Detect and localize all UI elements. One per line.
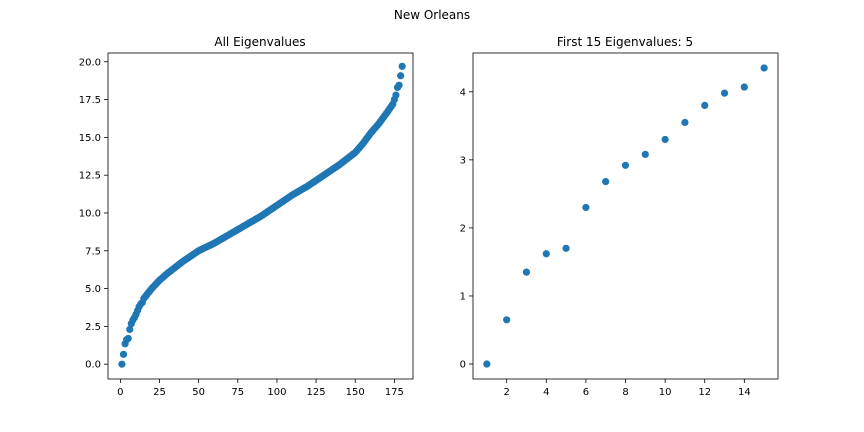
data-point [124,334,132,343]
x-tick-label: 10 [659,387,672,398]
left-axes-frame [107,52,414,380]
x-tick-label: 8 [622,387,628,398]
data-point [118,360,126,368]
y-tick-label: 5.0 [85,284,101,295]
data-point [397,72,405,80]
x-tick-label: 14 [738,387,751,398]
right-axes-frame [472,52,779,380]
left-scatter-panel: All Eigenvalues 0 25 50 75 100 125 150 175 0.0 2.… [79,35,414,398]
x-tick-label: 2 [503,387,509,398]
x-tick-label: 75 [231,387,244,398]
y-tick-label: 3 [460,155,466,166]
data-point [720,89,729,97]
y-tick-label: 17.5 [79,95,101,106]
x-tick-label: 6 [583,387,589,398]
y-tick-label: 2.5 [85,322,101,333]
data-point [641,150,649,159]
x-tick-label: 50 [192,387,205,398]
data-point [582,203,590,212]
data-point [395,81,403,89]
x-tick-label: 175 [385,387,404,398]
data-point [483,360,491,368]
x-tick-label: 25 [153,387,166,398]
data-point [542,250,550,258]
left-axis-ticks: 0 25 50 75 100 125 150 175 0.0 2.5 5.0 7.5 10.0 12.5 1… [79,57,404,398]
x-tick-label: 12 [698,387,711,398]
y-tick-label: 7.5 [85,246,101,257]
data-point [681,118,689,127]
data-point [701,101,709,110]
data-point [740,83,748,91]
data-point [392,91,400,99]
data-point [522,268,531,276]
left-data-points [118,62,406,368]
y-tick-label: 15.0 [79,133,101,144]
x-tick-label: 0 [117,387,123,398]
data-point [661,135,669,144]
x-tick-label: 4 [543,387,549,398]
data-point [562,244,570,252]
y-tick-label: 0 [460,360,466,371]
y-tick-label: 10.0 [79,208,101,219]
x-tick-label: 125 [307,387,326,398]
y-tick-label: 20.0 [79,57,101,68]
figure-suptitle: New Orleans [394,8,470,22]
data-point [760,64,768,72]
x-tick-label: 150 [346,387,365,398]
data-point [119,350,128,358]
data-point [126,325,134,333]
y-tick-label: 1 [460,291,466,302]
x-tick-label: 100 [267,387,286,398]
data-point [398,62,406,70]
right-chart-title: First 15 Eigenvalues: 5 [557,35,693,49]
left-chart-title: All Eigenvalues [214,35,305,49]
y-tick-label: 12.5 [79,171,101,182]
data-point [503,316,511,324]
data-point [602,178,610,186]
right-data-points [483,64,768,368]
y-tick-label: 2 [460,223,466,234]
y-tick-label: 4 [460,87,466,98]
data-point [621,161,630,169]
y-tick-label: 0.0 [85,360,101,371]
